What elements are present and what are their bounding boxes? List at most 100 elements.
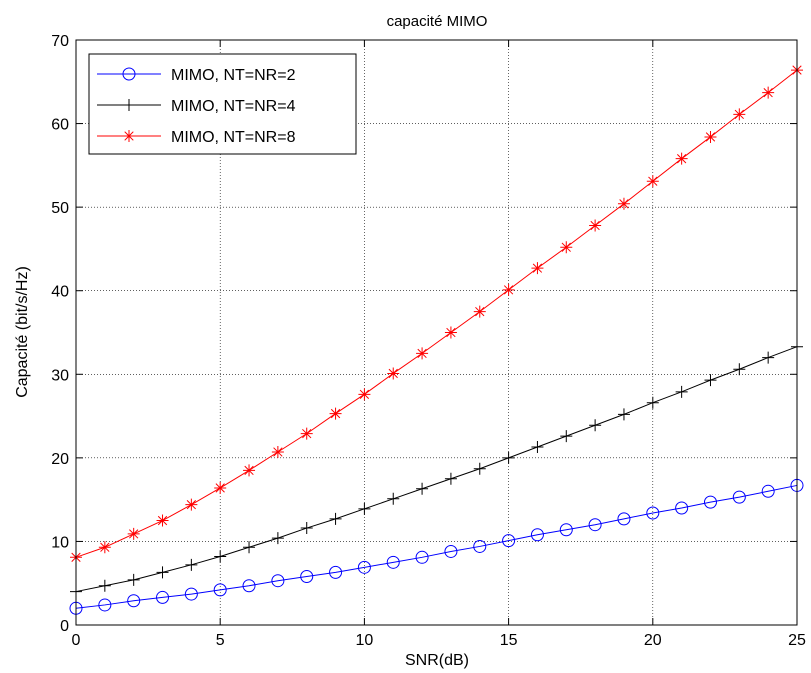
data-point — [300, 427, 313, 440]
series-2 — [70, 340, 803, 598]
legend-marker — [123, 99, 135, 111]
series-3 — [70, 64, 803, 564]
y-axis-title: Capacité (bit/s/Hz) — [14, 266, 31, 398]
data-point — [589, 419, 602, 432]
y-tick-label: 70 — [51, 33, 69, 50]
data-point — [589, 219, 602, 232]
data-point — [214, 481, 227, 494]
data-point — [444, 472, 457, 485]
data-point — [386, 555, 400, 569]
data-point — [300, 570, 314, 584]
data-point — [358, 388, 371, 401]
legend-marker — [122, 67, 136, 81]
data-point — [271, 574, 285, 588]
data-point — [761, 484, 775, 498]
data-point — [502, 451, 515, 464]
x-tick-label: 10 — [356, 632, 374, 649]
chart-title: capacité MIMO — [387, 13, 488, 30]
data-point — [732, 490, 746, 504]
data-point — [98, 579, 111, 592]
data-point — [357, 560, 371, 574]
x-tick-label: 15 — [500, 632, 518, 649]
data-point — [185, 498, 198, 511]
legend-label: MIMO, NT=NR=2 — [171, 67, 296, 84]
data-point — [473, 462, 486, 475]
data-point — [617, 197, 630, 210]
data-point — [675, 385, 688, 398]
legend-item: MIMO, NT=NR=2 — [97, 67, 296, 84]
data-point — [473, 539, 487, 553]
data-point — [416, 347, 429, 360]
data-point — [617, 408, 630, 421]
series-line — [75, 484, 798, 609]
data-point — [646, 396, 659, 409]
data-point — [502, 283, 515, 296]
legend-marker — [123, 130, 135, 142]
data-point — [98, 541, 111, 554]
data-point — [473, 305, 486, 318]
data-point — [243, 541, 256, 554]
data-point — [530, 528, 544, 542]
data-point — [416, 482, 429, 495]
data-point — [531, 440, 544, 453]
data-point — [444, 326, 457, 339]
data-point — [762, 351, 775, 364]
data-point — [733, 108, 746, 121]
data-point — [98, 598, 112, 612]
data-point — [127, 573, 140, 586]
data-point — [733, 363, 746, 376]
x-tick-label: 25 — [788, 632, 806, 649]
y-tick-label: 30 — [51, 367, 69, 384]
data-point — [329, 407, 342, 420]
data-point — [762, 86, 775, 99]
legend-label: MIMO, NT=NR=4 — [171, 98, 296, 115]
data-point — [617, 512, 631, 526]
data-point — [156, 514, 169, 527]
legend: MIMO, NT=NR=2 MIMO, NT=NR=4 MIMO, NT=NR=8 — [88, 53, 357, 155]
y-tick-label: 0 — [60, 618, 69, 635]
data-point — [531, 262, 544, 275]
data-point — [127, 527, 140, 540]
data-point — [156, 566, 169, 579]
data-point — [184, 587, 198, 601]
legend-item: MIMO, NT=NR=8 — [97, 129, 296, 146]
legend-label: MIMO, NT=NR=8 — [171, 129, 296, 146]
data-point — [185, 558, 198, 571]
data-point — [329, 512, 342, 525]
data-point — [271, 446, 284, 459]
data-point — [127, 594, 141, 608]
x-tick-label: 20 — [644, 632, 662, 649]
legend-item: MIMO, NT=NR=4 — [97, 98, 296, 115]
data-point — [646, 506, 660, 520]
y-tick-label: 60 — [51, 117, 69, 134]
data-point — [560, 241, 573, 254]
axes-frame — [75, 39, 798, 626]
data-point — [502, 534, 516, 548]
data-point — [588, 518, 602, 532]
data-point — [704, 130, 717, 143]
ticks: 0 5 10 15 20 25 0 10 20 30 40 50 60 70 — [51, 33, 806, 649]
data-point — [444, 544, 458, 558]
data-point — [646, 175, 659, 188]
data-point — [242, 579, 256, 593]
y-tick-label: 40 — [51, 284, 69, 301]
series-line — [75, 69, 798, 558]
data-point — [243, 464, 256, 477]
y-tick-label: 20 — [51, 451, 69, 468]
data-point — [704, 374, 717, 387]
x-axis-title: SNR(dB) — [405, 652, 469, 669]
data-point — [387, 367, 400, 380]
data-point — [300, 522, 313, 535]
data-point — [213, 583, 227, 597]
data-point — [703, 495, 717, 509]
x-tick-label: 0 — [72, 632, 81, 649]
data-point — [214, 550, 227, 563]
series-line — [75, 346, 798, 593]
data-point — [358, 502, 371, 515]
data-point — [271, 532, 284, 545]
y-tick-label: 10 — [51, 534, 69, 551]
y-tick-label: 50 — [51, 200, 69, 217]
data-point — [675, 152, 688, 165]
